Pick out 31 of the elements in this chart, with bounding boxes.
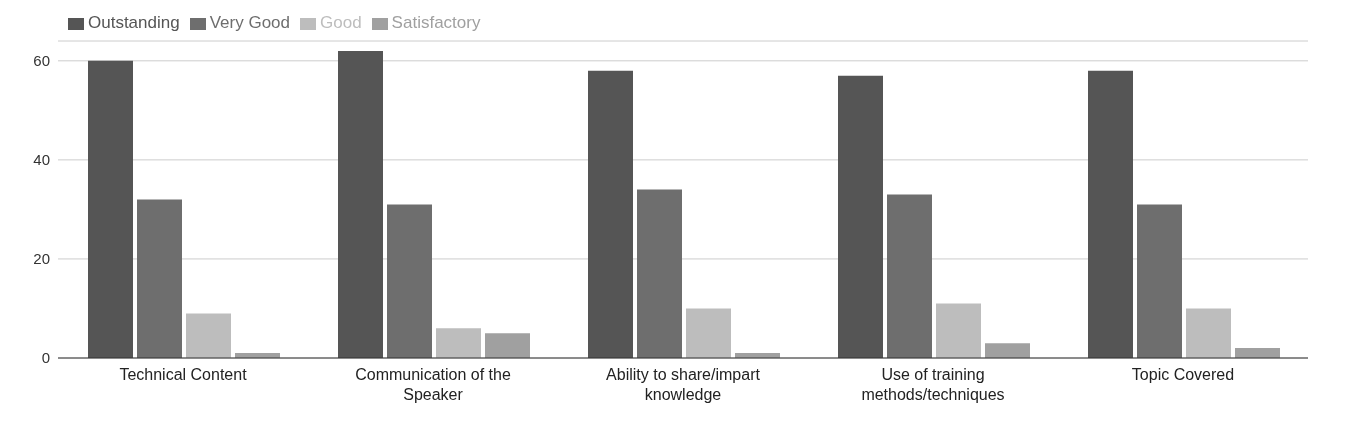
bar <box>137 199 182 358</box>
x-tick-label: Use of training methods/techniques <box>861 366 1005 403</box>
y-tick-label: 60 <box>33 52 50 70</box>
y-tick-label: 40 <box>33 151 50 169</box>
legend-label: Satisfactory <box>391 13 481 32</box>
bar <box>338 50 383 358</box>
bar <box>838 75 883 358</box>
legend-label: Very Good <box>209 13 291 32</box>
bar <box>887 194 932 358</box>
x-tick-label: Ability to share/impart knowledge <box>606 366 761 403</box>
bar <box>1186 308 1231 358</box>
bar <box>387 204 432 358</box>
bar <box>436 328 481 358</box>
legend-label: Good <box>320 13 362 32</box>
bar <box>186 313 231 358</box>
bar <box>88 60 133 358</box>
x-tick-label: Technical Content <box>119 366 248 383</box>
bar <box>485 333 530 358</box>
bar <box>637 189 682 358</box>
y-tick-label: 0 <box>41 349 50 367</box>
bar <box>686 308 731 358</box>
x-tick-label: Communication of the Speaker <box>355 366 511 403</box>
bar <box>1088 70 1133 358</box>
bar <box>1137 204 1182 358</box>
bar <box>985 343 1030 358</box>
bar <box>588 70 633 358</box>
x-tick-label: Topic Covered <box>1131 366 1235 383</box>
bar <box>936 303 981 358</box>
legend-label: Outstanding <box>88 13 180 32</box>
bar <box>1235 348 1280 358</box>
y-tick-label: 20 <box>33 250 50 268</box>
